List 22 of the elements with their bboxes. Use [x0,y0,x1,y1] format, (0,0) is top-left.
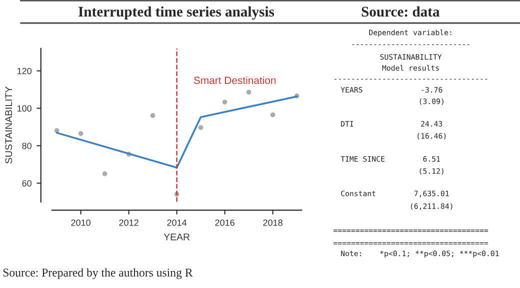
point [222,100,228,105]
y-tick-label: 60 [22,180,32,187]
x-tick-label: 2014 [167,219,187,226]
y-tick-label: 120 [17,68,32,74]
source-note: Source: Prepared by the authors using R [3,268,193,280]
x-tick-label: 2010 [71,219,90,226]
point [78,131,84,136]
x-tick-label: 2016 [215,219,234,226]
point [246,90,252,95]
y-axis-title: SUSTAINABILITY [5,86,12,164]
x-tick-label: 2012 [119,219,138,226]
y-tick-label: 80 [22,142,32,150]
ref-line-label: Smart Destination [194,76,276,84]
text: Source: data [362,6,440,17]
point [102,171,108,176]
point [150,113,156,118]
chart-title: Interrupted time series analysis [78,6,274,20]
x-axis-title: YEAR [164,234,190,240]
y-tick-label: 100 [17,105,32,112]
point [270,112,276,118]
point [198,125,204,130]
x-tick-label: 2018 [263,219,282,226]
